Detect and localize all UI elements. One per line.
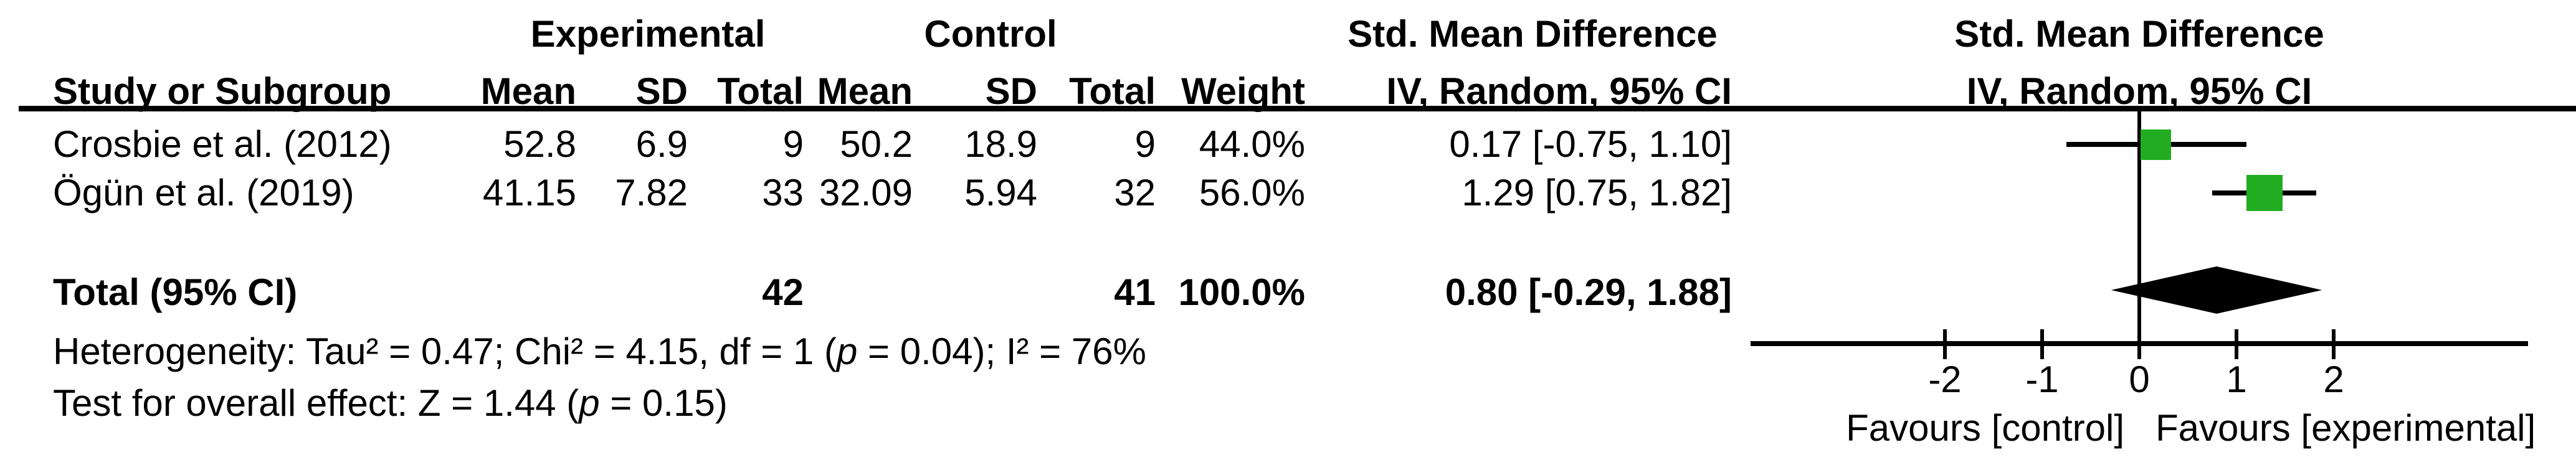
column-header-study: Study or Subgroup bbox=[53, 70, 392, 112]
column-header-ci-text: IV, Random, 95% CI bbox=[1386, 70, 1732, 112]
total-label: Total (95% CI) bbox=[53, 271, 298, 313]
axis-tick bbox=[2332, 329, 2336, 359]
total-diamond-marker bbox=[2111, 266, 2322, 314]
header-divider-rule bbox=[19, 106, 2576, 111]
heterogeneity-text: Heterogeneity: Tau² = 0.47; Chi² = 4.15,… bbox=[53, 331, 837, 372]
column-header-total-experimental: Total bbox=[717, 70, 804, 112]
column-header-sd-experimental: SD bbox=[635, 70, 688, 112]
axis-tick-label: 1 bbox=[2226, 359, 2247, 400]
heterogeneity-text-tail: = 0.04); I² = 76% bbox=[857, 331, 1146, 372]
column-header-mean-control: Mean bbox=[817, 70, 913, 112]
cell-mean-control: 32.09 bbox=[819, 172, 913, 214]
axis-tick bbox=[2137, 329, 2141, 359]
heterogeneity-note: Heterogeneity: Tau² = 0.47; Chi² = 4.15,… bbox=[53, 333, 1146, 370]
cell-sd-control: 5.94 bbox=[964, 172, 1037, 214]
study-square-marker bbox=[2246, 175, 2283, 211]
cell-sd-control: 18.9 bbox=[964, 123, 1037, 165]
total-weight: 100.0% bbox=[1178, 271, 1306, 313]
cell-sd-experimental: 7.82 bbox=[615, 172, 688, 214]
cell-total-control: 9 bbox=[1134, 123, 1156, 165]
cell-weight: 44.0% bbox=[1199, 123, 1305, 165]
cell-ci-text: 1.29 [0.75, 1.82] bbox=[1461, 172, 1732, 214]
column-header-total-control: Total bbox=[1069, 70, 1156, 112]
cell-mean-experimental: 52.8 bbox=[503, 123, 576, 165]
cell-total-experimental: 9 bbox=[782, 123, 804, 165]
favours-control-label: Favours [control] bbox=[1846, 407, 2124, 449]
column-header-mean-experimental: Mean bbox=[480, 70, 576, 112]
cell-sd-experimental: 6.9 bbox=[635, 123, 688, 165]
column-header-weight: Weight bbox=[1181, 70, 1305, 112]
overall-effect-p-symbol: p bbox=[579, 382, 600, 424]
cell-mean-experimental: 41.15 bbox=[482, 172, 576, 214]
study-square-marker bbox=[2141, 129, 2172, 160]
axis-tick-label: -1 bbox=[2025, 359, 2059, 400]
axis-tick-label: -2 bbox=[1928, 359, 1962, 400]
favours-experimental-label: Favours [experimental] bbox=[2155, 407, 2536, 449]
group-header-control: Control bbox=[924, 13, 1057, 55]
study-name: Crosbie et al. (2012) bbox=[53, 123, 392, 165]
cell-total-control: 32 bbox=[1114, 172, 1156, 214]
heterogeneity-p-symbol: p bbox=[836, 331, 858, 372]
axis-tick bbox=[2235, 329, 2238, 359]
group-header-smd-plot: Std. Mean Difference bbox=[1954, 13, 2324, 55]
zero-line bbox=[2137, 111, 2141, 359]
study-name: Ögün et al. (2019) bbox=[53, 172, 354, 214]
column-header-sd-control: SD bbox=[985, 70, 1037, 112]
overall-effect-text: Test for overall effect: Z = 1.44 ( bbox=[53, 382, 579, 424]
axis-tick bbox=[2040, 329, 2044, 359]
group-header-smd-text: Std. Mean Difference bbox=[1347, 13, 1718, 55]
cell-total-experimental: 33 bbox=[762, 172, 804, 214]
cell-ci-text: 0.17 [-0.75, 1.10] bbox=[1449, 123, 1732, 165]
total-ci-text: 0.80 [-0.29, 1.88] bbox=[1445, 271, 1732, 313]
total-experimental-n: 42 bbox=[762, 271, 804, 313]
axis-tick-label: 0 bbox=[2129, 359, 2150, 400]
column-header-ci-plot: IV, Random, 95% CI bbox=[1966, 70, 2312, 112]
cell-mean-control: 50.2 bbox=[840, 123, 913, 165]
cell-weight: 56.0% bbox=[1199, 172, 1305, 214]
total-control-n: 41 bbox=[1114, 271, 1156, 313]
axis-tick bbox=[1943, 329, 1947, 359]
group-header-experimental: Experimental bbox=[530, 13, 766, 55]
overall-effect-note: Test for overall effect: Z = 1.44 (p = 0… bbox=[53, 385, 728, 422]
overall-effect-text-tail: = 0.15) bbox=[599, 382, 728, 424]
axis-tick-label: 2 bbox=[2323, 359, 2344, 400]
